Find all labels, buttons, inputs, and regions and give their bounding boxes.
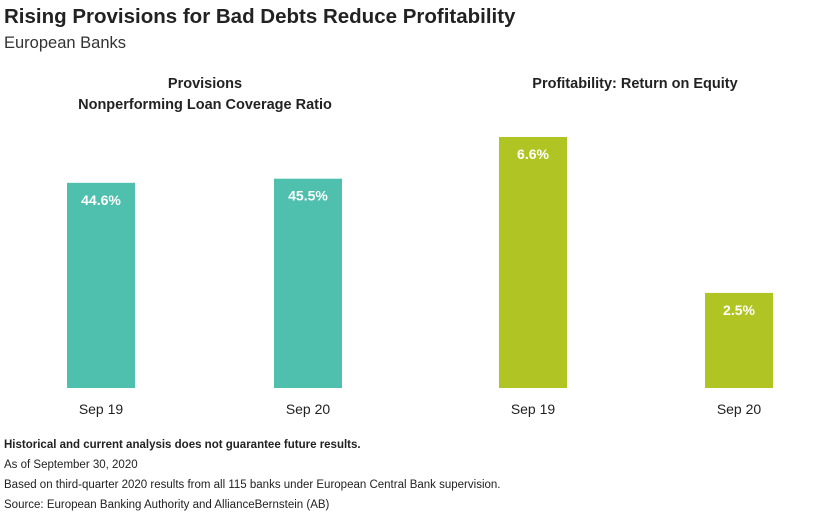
provisions-category-label-sep-19: Sep 19 [79,401,124,417]
provisions-title-line-2: Nonperforming Loan Coverage Ratio [78,97,332,113]
profitability-data-label-sep-20: 2.5% [723,302,755,318]
profitability-data-label-sep-19: 6.6% [517,146,549,162]
provisions-title-line-1: Provisions [167,76,243,92]
profitability-title-line-1: Profitability: Return on Equity [532,76,738,92]
as-of-note: As of September 30, 2020 [4,459,138,471]
disclaimer-note: Historical and current analysis does not… [4,439,361,451]
profitability-panel-title: Profitability: Return on Equity [490,74,780,95]
provisions-data-label-sep-20: 45.5% [288,188,328,204]
provisions-data-label-sep-19: 44.6% [81,192,121,208]
profitability-category-label-sep-19: Sep 19 [511,401,556,417]
profitability-bar-sep-20 [705,292,773,388]
provisions-bar-sep-20 [274,178,342,388]
basis-note: Based on third-quarter 2020 results from… [4,479,501,491]
profitability-bar-sep-19 [499,137,567,388]
provisions-category-label-sep-20: Sep 20 [286,401,331,417]
footnotes: Historical and current analysis does not… [4,435,501,515]
profitability-category-label-sep-20: Sep 20 [717,401,762,417]
provisions-bar-sep-19 [67,182,135,388]
chart-subtitle: European Banks [4,34,127,52]
provisions-panel-title: Provisions Nonperforming Loan Coverage Ra… [60,74,350,116]
bar-charts: 44.6% Sep 19 45.5% Sep 20 6.6% Sep 19 2.5% Sep … [67,137,773,417]
source-note: Source: European Banking Authority and A… [4,499,330,511]
chart-title: Rising Provisions for Bad Debts Reduce P… [4,5,516,28]
